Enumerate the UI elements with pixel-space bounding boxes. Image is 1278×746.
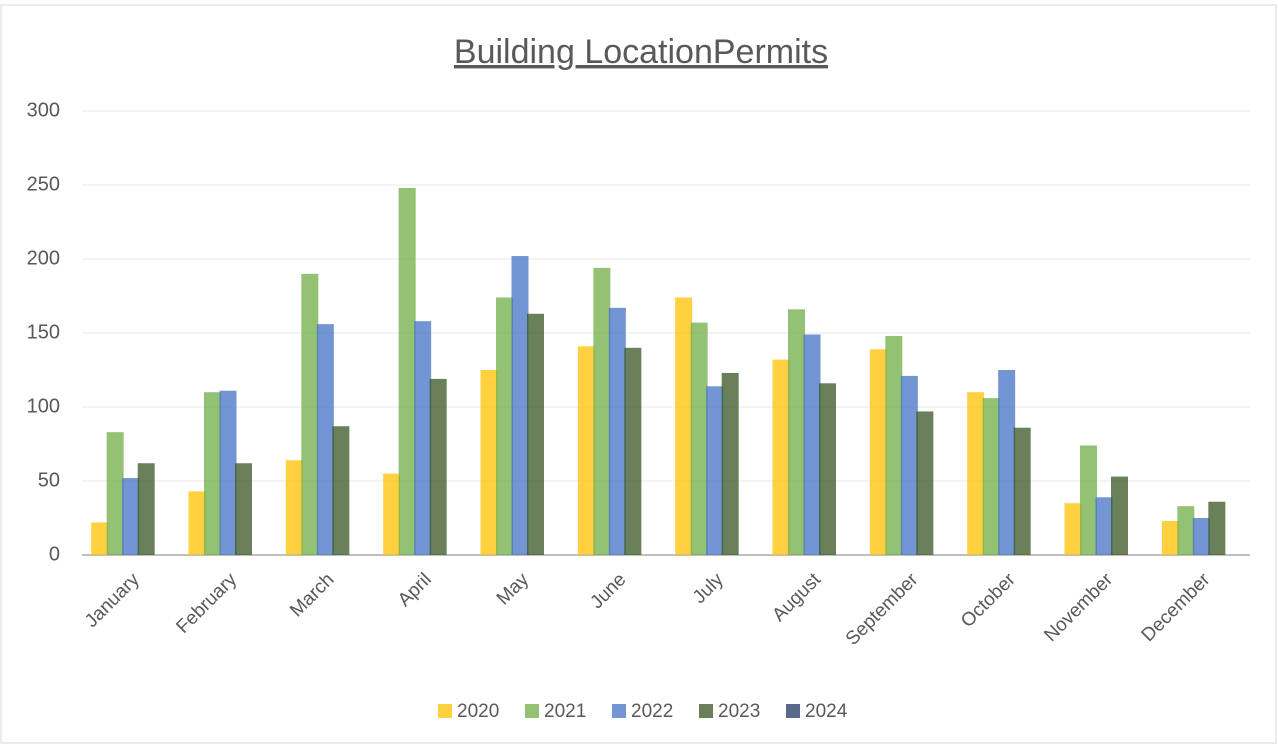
bar	[1013, 427, 1031, 555]
legend-label: 2024	[805, 701, 848, 722]
legend-label: 2021	[544, 701, 586, 722]
bar	[982, 398, 1000, 555]
bar	[511, 256, 529, 555]
bar	[1161, 520, 1179, 555]
bar	[885, 335, 903, 555]
bar	[137, 463, 155, 555]
bar	[967, 392, 985, 555]
bar	[690, 322, 708, 555]
legend-label: 2023	[718, 701, 760, 722]
bar	[819, 383, 836, 555]
bar	[429, 378, 447, 555]
bar	[235, 463, 252, 555]
bar	[624, 347, 642, 555]
y-tick-label: 0	[49, 543, 60, 565]
bar	[480, 370, 498, 555]
legend-swatch	[612, 704, 626, 718]
bar	[1111, 476, 1128, 555]
bar	[188, 491, 206, 555]
bar	[1177, 506, 1195, 555]
bar	[916, 411, 934, 555]
bar	[1080, 445, 1097, 555]
bar	[1192, 518, 1210, 555]
bar	[608, 307, 626, 555]
bar	[332, 426, 350, 555]
bar	[788, 309, 805, 555]
bar	[577, 346, 595, 555]
legend-label: 2022	[631, 701, 673, 722]
legend-label: 2020	[457, 701, 499, 722]
bar	[772, 359, 790, 555]
bar	[803, 334, 821, 555]
bar	[301, 273, 319, 555]
bar	[900, 375, 918, 555]
bar	[1208, 501, 1226, 555]
bar	[998, 370, 1016, 555]
bar	[675, 297, 693, 555]
y-tick-label: 300	[27, 99, 60, 121]
bar	[106, 432, 124, 555]
bar	[593, 267, 611, 555]
bar	[1064, 503, 1082, 555]
legend-swatch	[525, 704, 539, 718]
bar	[527, 313, 544, 555]
bar	[383, 473, 401, 555]
bar	[414, 321, 432, 555]
chart-title: Building LocationPermits	[454, 33, 828, 71]
bar	[1095, 497, 1113, 555]
bar	[219, 390, 237, 555]
bar	[496, 297, 513, 555]
y-tick-label: 250	[27, 173, 60, 195]
bar	[706, 386, 724, 555]
y-tick-label: 100	[27, 395, 60, 417]
legend-swatch	[438, 704, 452, 718]
bar	[285, 460, 303, 555]
legend-swatch	[699, 704, 713, 718]
bar	[869, 349, 887, 555]
legend-swatch	[786, 704, 800, 718]
bar	[398, 187, 416, 555]
bar	[316, 324, 334, 555]
bar	[204, 392, 221, 555]
bar	[91, 522, 109, 555]
bar	[122, 478, 140, 555]
y-tick-label: 150	[27, 321, 60, 343]
y-tick-label: 200	[27, 247, 60, 269]
bar	[721, 372, 739, 555]
y-tick-label: 50	[38, 469, 60, 491]
